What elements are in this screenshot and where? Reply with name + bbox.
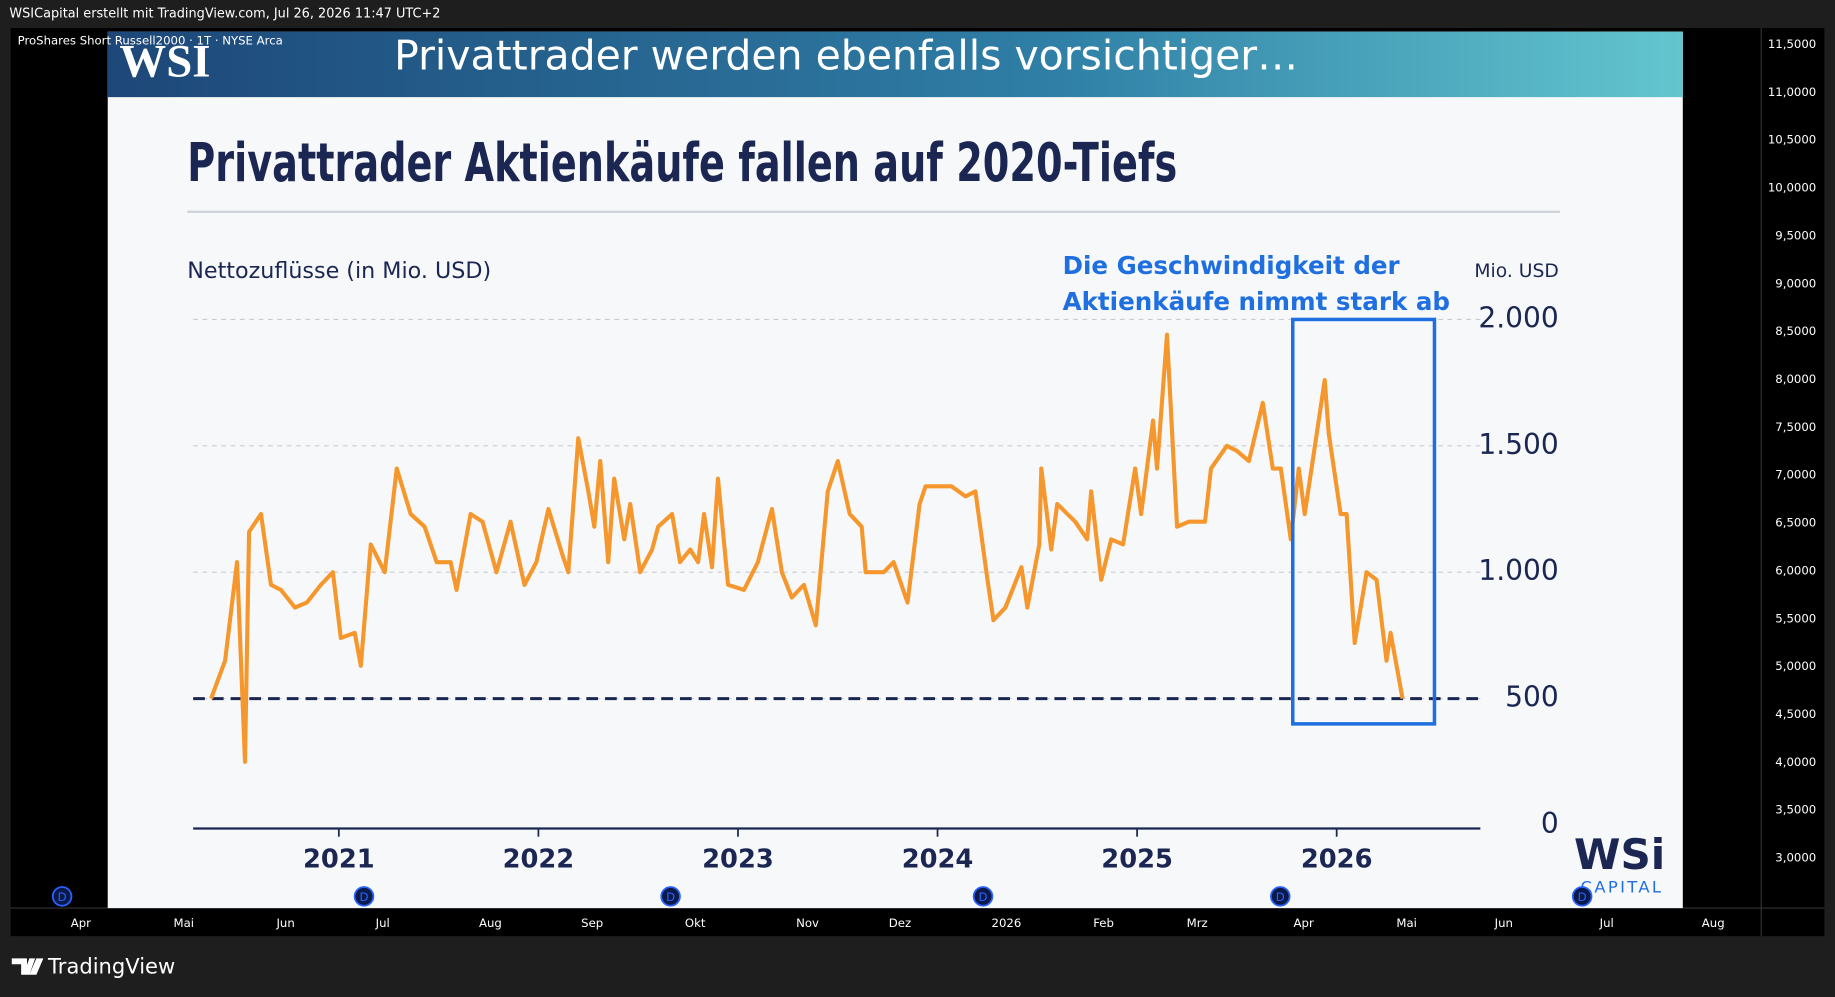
dividend-marker (1270, 886, 1291, 907)
highlight-box (1291, 317, 1437, 726)
dividend-marker (51, 886, 73, 907)
dividend-label: D (979, 890, 988, 904)
time-label: Aug (479, 916, 502, 930)
time-label: Mrz (1187, 916, 1208, 930)
price-label: 10,5000 (1768, 133, 1816, 147)
banner-logo: WSI (119, 35, 210, 87)
y-tick-label: 1.500 (1478, 428, 1558, 461)
footer-icon (11, 958, 44, 975)
dividend-label: D (58, 890, 67, 904)
annotation: Aktienkäufe nimmt stark ab (1063, 287, 1450, 316)
chart-title: Privattrader Aktienkäufe fallen auf 2020… (187, 131, 1177, 194)
time-label: 2026 (992, 916, 1022, 930)
time-label: Sep (581, 916, 603, 930)
y-tick-label: 500 (1505, 681, 1559, 714)
price-axis: 11,5000 11,0000 10,5000 10,0000 9,5000 9,0000… (1768, 37, 1816, 865)
dividend-label: D (666, 890, 675, 904)
dividend-marker (1571, 886, 1593, 907)
time-axis: Apr Mai Jun Jul Aug Sep Okt Nov Dez 2026 Feb Mrz Apr… (71, 916, 1725, 930)
price-label: 8,0000 (1775, 372, 1816, 386)
time-label: Dez (889, 916, 911, 930)
y-unit-label: Mio. USD (1474, 261, 1558, 282)
plot: 0 500 1.000 1.500 2.000 2021 2022 2023 2024 2025 2… (193, 301, 1559, 875)
time-label: Okt (685, 916, 706, 930)
time-label: Jun (1494, 916, 1513, 930)
time-label: Aug (1702, 916, 1725, 930)
time-label: Apr (1294, 916, 1314, 930)
time-label: Feb (1093, 916, 1114, 930)
price-label: 6,0000 (1775, 563, 1816, 577)
x-tick-label: 2025 (1101, 845, 1173, 875)
x-tick-label: 2021 (303, 845, 375, 875)
dividend-label: D (1276, 890, 1285, 904)
image-background (107, 31, 1683, 909)
price-label: 9,0000 (1775, 276, 1816, 290)
price-label: 6,5000 (1775, 516, 1816, 530)
symbol: ProShares Short Russell2000 · 1T · NYSE … (18, 33, 283, 47)
dividend-marker (660, 886, 681, 907)
price-label: 5,5000 (1775, 611, 1816, 625)
brand-sub: CAPITAL (1581, 878, 1664, 897)
footer-logo: TradingView (47, 954, 175, 979)
time-label: Jul (375, 916, 390, 930)
price-label: 3,0000 (1775, 851, 1816, 865)
time-label: Nov (796, 916, 819, 930)
x-tick-label: 2022 (503, 845, 575, 875)
dividend-marker (353, 886, 375, 907)
time-label: Jul (1599, 916, 1614, 930)
banner (107, 31, 1683, 98)
price-label: 11,5000 (1768, 37, 1816, 51)
banner-title: Privattrader werden ebenfalls vorsichtig… (394, 32, 1298, 80)
price-label: 3,5000 (1775, 803, 1816, 817)
price-label: 4,0000 (1775, 755, 1816, 769)
dividend-label: D (1578, 890, 1587, 904)
y-tick-label: 2.000 (1478, 301, 1558, 334)
data-line (209, 332, 1405, 764)
dividend-marker (972, 886, 994, 907)
annotation: Die Geschwindigkeit der (1063, 251, 1401, 280)
price-label: 5,0000 (1775, 659, 1816, 673)
attribution: WSICapital erstellt mit TradingView.com,… (9, 7, 440, 22)
price-label: 7,5000 (1775, 420, 1816, 434)
time-label: Mai (1396, 916, 1417, 930)
y-axis-label: Nettozuflüsse (in Mio. USD) (187, 258, 491, 284)
y-tick-label: 0 (1541, 807, 1559, 840)
x-tick-label: 2023 (702, 845, 774, 875)
price-label: 8,5000 (1775, 324, 1816, 338)
time-label: Apr (71, 916, 91, 930)
time-label: Jun (275, 916, 294, 930)
x-tick-label: 2026 (1301, 845, 1373, 875)
price-label: 7,0000 (1775, 468, 1816, 482)
dividend-label: D (360, 890, 369, 904)
price-label: 11,0000 (1768, 85, 1816, 99)
price-label: 10,0000 (1768, 181, 1816, 195)
price-label: 4,5000 (1775, 707, 1816, 721)
price-label: 9,5000 (1775, 228, 1816, 242)
footer: TradingView (11, 954, 175, 979)
y-tick-label: 1.000 (1478, 554, 1558, 587)
x-tick-label: 2024 (902, 845, 974, 875)
brand-logo: WSi (1574, 830, 1665, 879)
time-label: Mai (174, 916, 195, 930)
